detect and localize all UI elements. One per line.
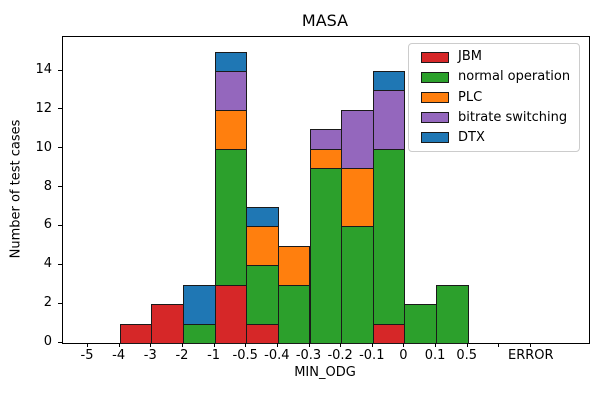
legend-label: JBM bbox=[458, 49, 482, 65]
legend-entry: DTX bbox=[409, 128, 579, 148]
legend-swatch-plc bbox=[421, 92, 449, 103]
y-tick-mark bbox=[58, 186, 62, 188]
bar-segment-bitrate-switching bbox=[214, 71, 248, 111]
y-tick-mark bbox=[58, 341, 62, 343]
x-tick-mark bbox=[530, 343, 531, 347]
chart-title: MASA bbox=[301, 11, 349, 30]
bar-segment-bitrate-switching bbox=[309, 129, 343, 150]
legend-label: DTX bbox=[458, 129, 485, 145]
x-tick-label: -5 bbox=[80, 348, 94, 363]
bar-segment-normal-operation bbox=[372, 148, 406, 325]
legend-swatch-bitrate-switching bbox=[421, 112, 449, 124]
bar-segment-plc bbox=[246, 226, 279, 267]
x-axis-label: MIN_ODG bbox=[294, 365, 356, 380]
y-tick-mark bbox=[58, 302, 62, 304]
bar-segment-dtx bbox=[372, 71, 406, 92]
x-tick-mark bbox=[87, 343, 88, 347]
y-tick-label: 2 bbox=[43, 295, 52, 311]
y-tick-label: 4 bbox=[43, 256, 52, 272]
x-tick-mark bbox=[371, 343, 373, 347]
bar-segment-jbm bbox=[119, 323, 153, 344]
x-tick-label: -0.2 bbox=[327, 348, 353, 363]
legend-label: PLC bbox=[458, 89, 483, 105]
bar-segment-plc bbox=[309, 148, 343, 170]
x-tick-label: -0.1 bbox=[359, 348, 385, 363]
x-tick-mark bbox=[435, 343, 437, 347]
x-tick-mark bbox=[308, 343, 310, 347]
bar-segment-jbm bbox=[214, 284, 248, 344]
legend-label: bitrate switching bbox=[458, 109, 568, 125]
x-tick-label: -0.4 bbox=[264, 348, 290, 363]
y-tick-mark bbox=[58, 263, 62, 265]
x-tick-label: 0 bbox=[399, 348, 408, 363]
y-tick-label: 14 bbox=[35, 62, 52, 77]
legend-label: normal operation bbox=[458, 69, 571, 85]
bar-segment-jbm bbox=[151, 304, 184, 344]
x-tick-mark bbox=[118, 343, 120, 347]
x-tick-mark bbox=[466, 343, 468, 347]
x-tick-mark bbox=[403, 343, 405, 347]
x-tick-label: -2 bbox=[175, 348, 189, 363]
x-tick-label: -4 bbox=[112, 348, 126, 363]
legend-entry: normal operation bbox=[409, 67, 579, 87]
bar-segment-bitrate-switching bbox=[372, 90, 406, 150]
bar-segment-normal-operation bbox=[246, 265, 279, 325]
bar-segment-normal-operation bbox=[404, 304, 438, 344]
bar-segment-plc bbox=[214, 109, 248, 150]
bar-segment-dtx bbox=[182, 284, 216, 325]
x-tick-label: -0.5 bbox=[232, 348, 258, 363]
x-tick-mark bbox=[340, 343, 342, 347]
y-tick-mark bbox=[58, 147, 62, 149]
y-tick-label: 10 bbox=[35, 139, 52, 155]
x-tick-label: 0.5 bbox=[456, 348, 478, 363]
x-tick-label: -0.3 bbox=[295, 348, 322, 363]
x-tick-label: -3 bbox=[143, 348, 157, 363]
y-tick-label: 6 bbox=[43, 217, 52, 233]
bar-segment-normal-operation bbox=[277, 284, 311, 344]
x-tick-mark bbox=[498, 343, 500, 347]
y-tick-label: 0 bbox=[43, 334, 52, 349]
x-tick-mark bbox=[181, 343, 183, 347]
bar-segment-normal-operation bbox=[214, 148, 248, 286]
legend-entry: PLC bbox=[409, 87, 579, 107]
bar-segment-normal-operation bbox=[309, 168, 343, 344]
bar-segment-jbm bbox=[372, 323, 406, 344]
bar-segment-dtx bbox=[246, 207, 279, 228]
legend-swatch-jbm bbox=[421, 51, 449, 63]
y-tick-mark bbox=[58, 224, 62, 226]
x-tick-mark bbox=[245, 343, 247, 347]
legend-entry: JBM bbox=[409, 47, 579, 67]
x-tick-label: 0.1 bbox=[424, 348, 446, 363]
x-tick-label: ERROR bbox=[508, 348, 554, 363]
x-tick-mark bbox=[150, 343, 152, 347]
bar-segment-plc bbox=[277, 245, 311, 286]
y-tick-mark bbox=[58, 108, 62, 110]
y-tick-label: 8 bbox=[43, 178, 52, 194]
legend-swatch-normal-operation bbox=[421, 71, 449, 83]
bar-segment-normal-operation bbox=[436, 284, 469, 344]
x-tick-mark bbox=[276, 343, 278, 347]
y-tick-mark bbox=[58, 69, 62, 71]
x-tick-mark bbox=[213, 343, 215, 347]
bar-segment-normal-operation bbox=[182, 323, 216, 344]
legend: JBM normal operation PLC bitrate switching D… bbox=[408, 43, 580, 152]
bar-segment-normal-operation bbox=[341, 226, 374, 344]
bar-segment-dtx bbox=[214, 51, 248, 72]
y-tick-label: 12 bbox=[35, 100, 52, 116]
bar-segment-plc bbox=[341, 168, 374, 228]
bar-segment-jbm bbox=[246, 323, 279, 344]
legend-entry: bitrate switching bbox=[409, 108, 579, 128]
bar-segment-bitrate-switching bbox=[341, 109, 374, 170]
x-tick-label: -1 bbox=[207, 348, 221, 363]
legend-swatch-dtx bbox=[421, 132, 449, 144]
